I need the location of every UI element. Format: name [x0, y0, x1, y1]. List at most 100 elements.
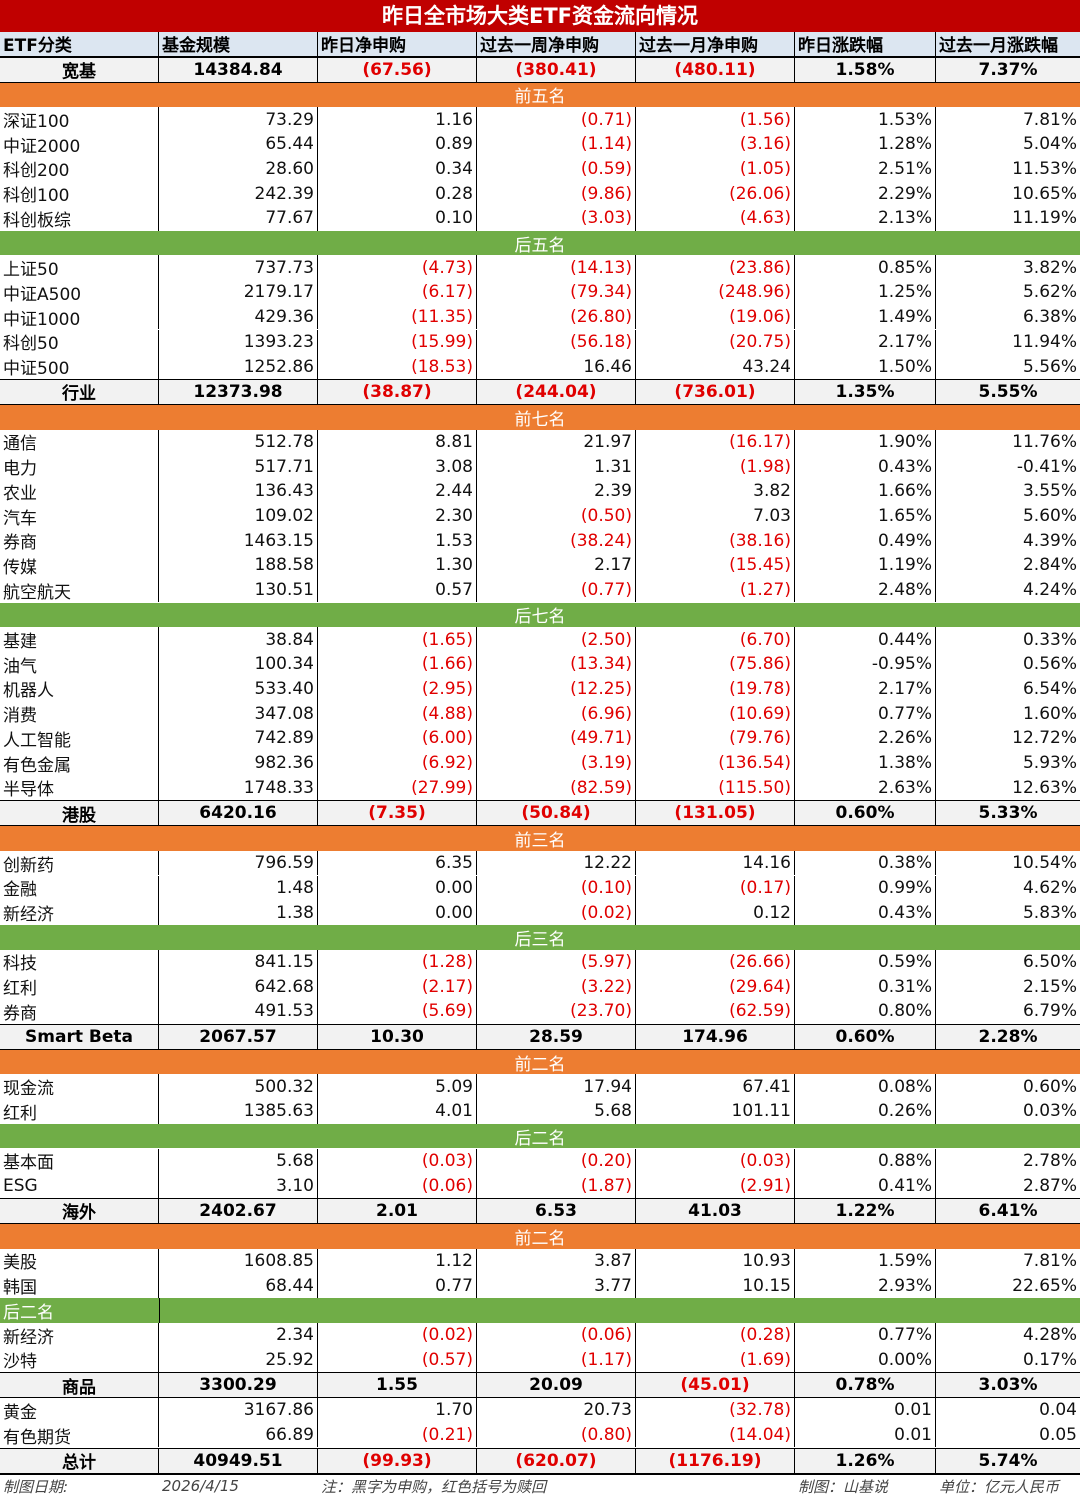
- data-cell-0: 中证A500: [0, 280, 159, 305]
- data-cell-6: 7.81%: [936, 1249, 1080, 1274]
- data-cell-3: (0.59): [477, 157, 636, 182]
- data-cell-2: (6.17): [318, 280, 477, 305]
- data-cell-1: 25.92: [159, 1347, 318, 1372]
- data-cell-2: (11.35): [318, 305, 477, 330]
- total-cell-1: 40949.51: [159, 1449, 318, 1473]
- data-cell-0: 半导体: [0, 775, 159, 800]
- data-cell-3: (13.34): [477, 652, 636, 677]
- section-label-row: 前二名: [0, 1050, 1080, 1075]
- data-cell-0: 电力: [0, 454, 159, 479]
- data-cell-1: 66.89: [159, 1423, 318, 1448]
- data-cell-0: 上证50: [0, 255, 159, 280]
- data-cell-0: 有色金属: [0, 751, 159, 776]
- data-cell-5: 0.77%: [795, 1323, 936, 1348]
- data-cell-2: 0.89: [318, 132, 477, 157]
- data-cell-3: (26.80): [477, 305, 636, 330]
- data-cell-4: (115.50): [636, 775, 795, 800]
- data-cell-0: 红利: [0, 1099, 159, 1124]
- data-cell-5: 2.93%: [795, 1273, 936, 1298]
- data-cell-4: (1.98): [636, 454, 795, 479]
- data-cell-5: 0.00%: [795, 1347, 936, 1372]
- data-cell-3: (6.96): [477, 701, 636, 726]
- data-cell-6: 2.84%: [936, 553, 1080, 578]
- data-cell-3: (3.19): [477, 751, 636, 776]
- data-cell-3: (56.18): [477, 330, 636, 355]
- summary-cell-0: 商品: [0, 1373, 159, 1397]
- data-cell-4: (38.16): [636, 528, 795, 553]
- data-cell-4: 67.41: [636, 1074, 795, 1099]
- data-cell-4: (32.78): [636, 1398, 795, 1423]
- summary-cell-4: 174.96: [636, 1025, 795, 1049]
- data-cell-6: 0.17%: [936, 1347, 1080, 1372]
- header-row: ETF分类基金规模昨日净申购过去一周净申购过去一月净申购昨日涨跌幅过去一月涨跌幅: [0, 32, 1080, 57]
- data-cell-0: 航空航天: [0, 578, 159, 603]
- data-cell-1: 642.68: [159, 974, 318, 999]
- data-cell-0: 科创100: [0, 181, 159, 206]
- data-cell-0: 券商: [0, 528, 159, 553]
- data-cell-5: 0.26%: [795, 1099, 936, 1124]
- data-cell-5: 1.19%: [795, 553, 936, 578]
- data-cell-5: 1.90%: [795, 430, 936, 455]
- data-cell-2: (15.99): [318, 330, 477, 355]
- data-cell-0: 现金流: [0, 1074, 159, 1099]
- data-cell-3: 21.97: [477, 430, 636, 455]
- data-cell-5: 0.43%: [795, 900, 936, 925]
- data-cell-5: 1.66%: [795, 479, 936, 504]
- data-cell-5: 1.65%: [795, 504, 936, 529]
- data-cell-3: 12.22: [477, 851, 636, 876]
- data-cell-6: 5.04%: [936, 132, 1080, 157]
- data-cell-2: 1.70: [318, 1398, 477, 1423]
- data-cell-3: (49.71): [477, 726, 636, 751]
- data-cell-6: 5.62%: [936, 280, 1080, 305]
- data-cell-6: 0.04: [936, 1398, 1080, 1423]
- data-cell-0: 金融: [0, 876, 159, 901]
- data-cell-4: (248.96): [636, 280, 795, 305]
- summary-cell-6: 7.37%: [936, 58, 1080, 82]
- data-cell-1: 188.58: [159, 553, 318, 578]
- data-cell-4: (79.76): [636, 726, 795, 751]
- data-cell-4: (10.69): [636, 701, 795, 726]
- data-cell-3: (79.34): [477, 280, 636, 305]
- data-cell-0: 消费: [0, 701, 159, 726]
- data-cell-4: (14.04): [636, 1423, 795, 1448]
- footer-cell-3: [636, 1475, 795, 1498]
- data-cell-4: (0.17): [636, 876, 795, 901]
- data-cell-6: 0.05: [936, 1423, 1080, 1448]
- data-cell-3: 3.77: [477, 1273, 636, 1298]
- data-cell-4: 101.11: [636, 1099, 795, 1124]
- data-cell-4: (75.86): [636, 652, 795, 677]
- data-cell-0: 基建: [0, 627, 159, 652]
- data-cell-3: (0.10): [477, 876, 636, 901]
- data-cell-0: 中证1000: [0, 305, 159, 330]
- summary-cell-3: 20.09: [477, 1373, 636, 1397]
- summary-cell-2: (7.35): [318, 801, 477, 825]
- footer-cell-4: 制图：山基说: [795, 1475, 936, 1498]
- data-cell-0: 新经济: [0, 1323, 159, 1348]
- data-cell-5: 1.28%: [795, 132, 936, 157]
- summary-cell-6: 2.28%: [936, 1025, 1080, 1049]
- data-cell-1: 1608.85: [159, 1249, 318, 1274]
- data-cell-5: 1.59%: [795, 1249, 936, 1274]
- data-cell-1: 77.67: [159, 206, 318, 231]
- data-cell-4: (29.64): [636, 974, 795, 999]
- data-cell-4: (26.66): [636, 950, 795, 975]
- data-cell-5: 0.59%: [795, 950, 936, 975]
- data-cell-0: 黄金: [0, 1398, 159, 1423]
- summary-cell-6: 3.03%: [936, 1373, 1080, 1397]
- data-cell-1: 242.39: [159, 181, 318, 206]
- data-cell-1: 109.02: [159, 504, 318, 529]
